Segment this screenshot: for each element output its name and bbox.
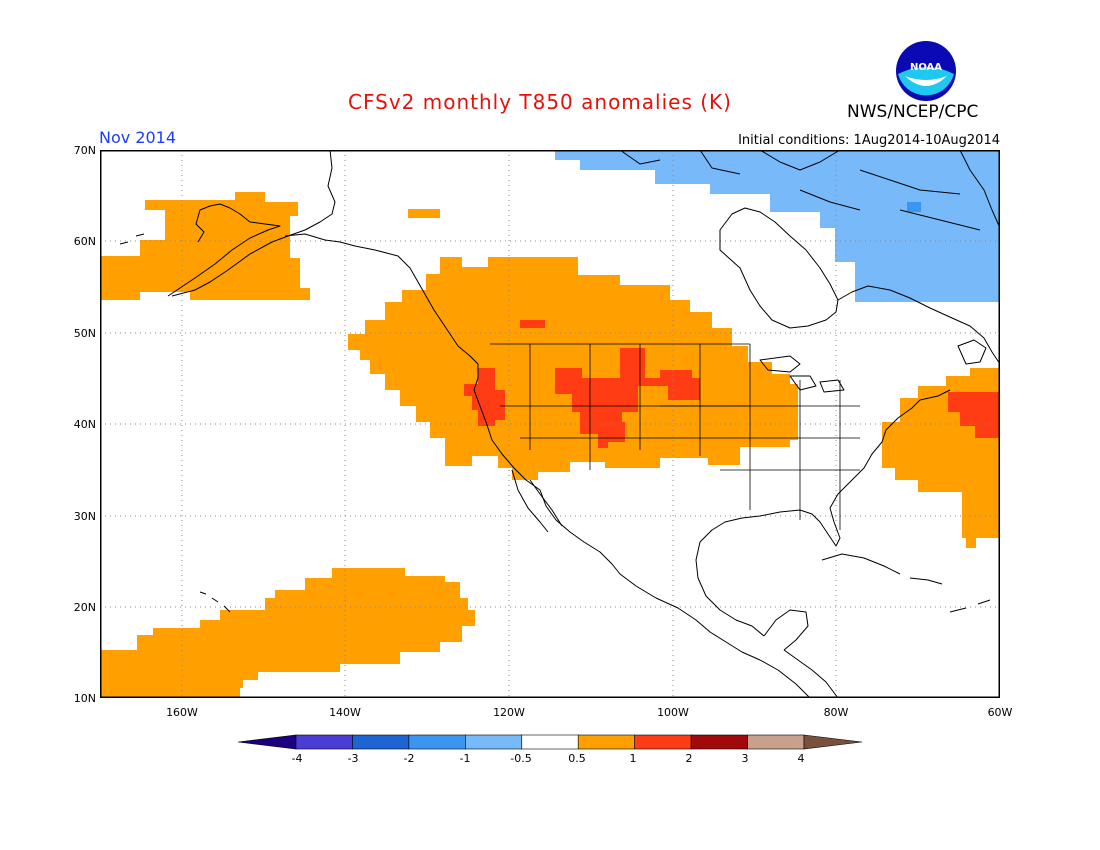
legend-swatch: [690, 734, 748, 750]
lon-label-140w: 140W: [329, 706, 361, 719]
lat-label-20n: 20N: [73, 601, 96, 614]
noaa-logo-text: NOAA: [910, 62, 942, 73]
lon-label-100w: 100W: [657, 706, 689, 719]
graticule: [100, 150, 1000, 698]
color-legend-bar: [238, 734, 862, 750]
legend-label: -3: [347, 752, 359, 765]
cool-patch: [907, 202, 921, 212]
cool-anomaly-region: [555, 150, 1000, 302]
legend-label: -0.5: [510, 752, 532, 765]
agency-label: NWS/NCEP/CPC: [847, 102, 979, 122]
legend-label: 0.5: [568, 752, 586, 765]
legend-label: 2: [685, 752, 693, 765]
anomaly-map: [100, 150, 1000, 698]
initial-conditions: Initial conditions: 1Aug2014-10Aug2014: [738, 133, 1000, 148]
legend-swatch: [577, 734, 635, 750]
lon-label-120w: 120W: [493, 706, 525, 719]
valid-month: Nov 2014: [99, 128, 177, 147]
hot-anomaly-regions: [464, 320, 1000, 448]
legend-swatch: [352, 734, 410, 750]
warm-anomaly-pacific: [100, 568, 475, 698]
lat-label-70n: 70N: [73, 144, 96, 157]
lat-label-40n: 40N: [73, 418, 96, 431]
lat-label-50n: 50N: [73, 327, 96, 340]
legend-swatch: [295, 734, 353, 750]
lon-label-160w: 160W: [166, 706, 198, 719]
legend-swatch: [238, 734, 297, 750]
legend-label: -2: [403, 752, 415, 765]
legend-swatch: [521, 734, 579, 750]
warm-anomaly-alaska: [100, 192, 440, 300]
legend-label: -4: [291, 752, 303, 765]
coastlines: [119, 150, 1000, 698]
legend-swatch: [803, 734, 862, 750]
legend-label: 4: [797, 752, 805, 765]
legend-label: 3: [741, 752, 749, 765]
lon-label-60w: 60W: [987, 706, 1013, 719]
legend-swatch: [408, 734, 466, 750]
legend-label: -1: [459, 752, 471, 765]
legend-label: 1: [629, 752, 637, 765]
lon-label-80w: 80W: [823, 706, 849, 719]
legend-swatch: [465, 734, 523, 750]
chart-title: CFSv2 monthly T850 anomalies (K): [348, 90, 732, 114]
legend-swatch: [747, 734, 805, 750]
lat-label-30n: 30N: [73, 510, 96, 523]
noaa-logo: NOAA: [896, 41, 956, 101]
legend-swatch: [634, 734, 692, 750]
state-borders: [490, 343, 860, 530]
lat-label-10n: 10N: [73, 692, 96, 705]
lat-label-60n: 60N: [73, 235, 96, 248]
